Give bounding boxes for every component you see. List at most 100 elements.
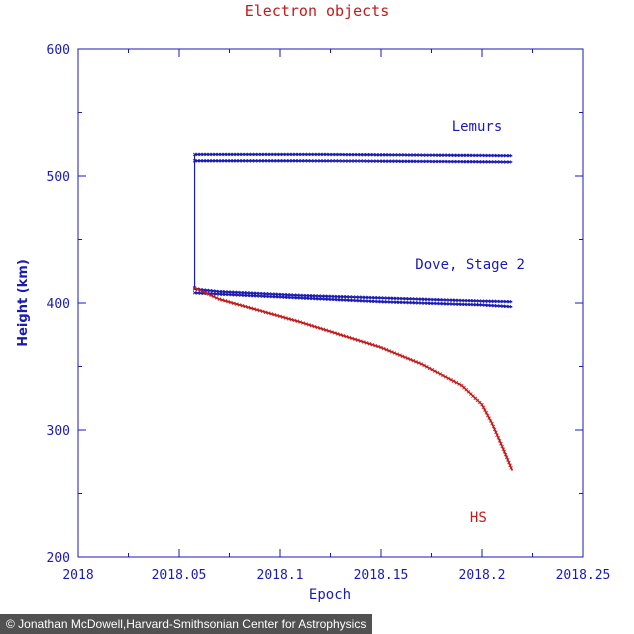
data-point-hs: [304, 322, 308, 326]
data-point-lemurs-upper: [489, 153, 493, 158]
data-point-lemurs-upper: [464, 153, 469, 158]
data-point-lemurs-lower: [253, 159, 257, 163]
data-point-lemurs-lower: [192, 159, 197, 163]
data-point-dove-stage-2-b: [226, 292, 231, 297]
data-point-lemurs-upper: [256, 152, 260, 157]
data-point-hs: [327, 329, 331, 333]
data-point-hs: [312, 324, 317, 329]
data-point-lemurs-lower: [265, 159, 270, 163]
data-point-hs: [446, 376, 451, 381]
data-point-hs: [487, 416, 491, 420]
data-point-hs: [501, 447, 506, 451]
data-point-lemurs-lower: [458, 159, 462, 164]
data-point-lemurs-lower: [396, 159, 400, 163]
data-point-hs: [281, 315, 285, 319]
data-point-dove-stage-2-b: [363, 299, 368, 303]
data-point-lemurs-upper: [222, 152, 227, 157]
data-point-dove-stage-2-a: [504, 299, 508, 304]
data-point-hs: [347, 335, 352, 340]
data-point-dove-stage-2-b: [416, 301, 421, 305]
data-point-lemurs-lower: [272, 159, 276, 163]
data-point-hs: [315, 325, 320, 330]
data-point-dove-stage-2-a: [438, 298, 442, 302]
data-point-hs: [195, 287, 200, 291]
data-point-lemurs-upper: [281, 152, 285, 157]
series-line-hs: [194, 287, 514, 471]
annotation-hs: HS: [469, 509, 487, 526]
data-point-hs: [370, 342, 375, 347]
data-point-hs: [318, 326, 323, 331]
data-point-dove-stage-2-a: [348, 295, 352, 299]
data-point-lemurs-lower: [231, 159, 236, 163]
data-point-dove-stage-2-a: [419, 297, 424, 301]
data-point-dove-stage-2-a: [444, 298, 449, 302]
data-point-dove-stage-2-a: [360, 295, 365, 300]
data-point-dove-stage-2-b: [236, 293, 240, 297]
data-point-lemurs-lower: [219, 159, 224, 163]
data-point-lemurs-upper: [346, 152, 351, 157]
data-point-hs: [307, 323, 311, 327]
data-point-lemurs-lower: [411, 159, 416, 164]
data-point-hs: [411, 358, 416, 363]
data-point-hs: [246, 305, 251, 310]
data-point-dove-stage-2-b: [388, 300, 393, 304]
data-point-lemurs-upper: [306, 152, 310, 157]
data-point-dove-stage-2-a: [422, 297, 427, 302]
data-point-lemurs-lower: [359, 159, 363, 163]
data-point-lemurs-lower: [324, 159, 329, 163]
data-point-lemurs-upper: [433, 153, 438, 157]
x-tick-label: 2018: [62, 568, 93, 583]
data-point-dove-stage-2-b: [394, 300, 399, 304]
data-point-dove-stage-2-b: [438, 301, 442, 306]
data-point-dove-stage-2-a: [354, 295, 358, 299]
data-point-lemurs-upper: [253, 152, 257, 157]
data-point-lemurs-upper: [234, 152, 239, 157]
series-line-dove-stage-2-b: [194, 292, 513, 308]
credit-caption: © Jonathan McDowell,Harvard-Smithsonian …: [0, 614, 634, 634]
data-point-dove-stage-2-a: [483, 299, 487, 303]
x-tick-label: 2018.15: [354, 568, 409, 583]
data-point-hs: [255, 308, 259, 312]
data-point-dove-stage-2-a: [341, 294, 346, 299]
data-point-hs: [381, 346, 386, 351]
data-point-dove-stage-2-a: [320, 294, 324, 298]
data-point-lemurs-upper: [324, 152, 329, 157]
data-point-dove-stage-2-a: [351, 295, 355, 299]
data-point-hs: [406, 356, 410, 361]
data-point-lemurs-lower: [237, 159, 242, 163]
data-point-dove-stage-2-a: [254, 291, 259, 296]
data-point-dove-stage-2-b: [425, 301, 430, 305]
data-point-dove-stage-2-b: [492, 303, 496, 308]
data-point-lemurs-upper: [259, 152, 264, 157]
data-point-hs: [490, 421, 494, 426]
data-point-dove-stage-2-b: [192, 291, 197, 295]
data-point-lemurs-upper: [198, 152, 203, 157]
data-point-hs: [422, 363, 426, 368]
data-point-dove-stage-2-b: [468, 302, 473, 307]
data-point-hs: [484, 411, 489, 415]
data-point-dove-stage-2-a: [338, 294, 343, 299]
data-point-lemurs-lower: [225, 159, 230, 163]
data-point-lemurs-lower: [331, 159, 335, 163]
data-point-dove-stage-2-a: [474, 299, 478, 303]
x-tick-label: 2018.1: [257, 568, 304, 583]
data-point-dove-stage-2-b: [504, 304, 508, 309]
data-point-lemurs-lower: [300, 159, 304, 163]
data-point-hs: [414, 360, 418, 364]
data-point-lemurs-lower: [293, 159, 298, 163]
data-point-lemurs-upper: [480, 153, 484, 158]
data-point-dove-stage-2-a: [236, 290, 240, 295]
data-point-lemurs-lower: [240, 159, 245, 163]
data-point-dove-stage-2-b: [335, 297, 340, 302]
data-point-dove-stage-2-b: [230, 292, 234, 297]
data-point-lemurs-upper: [287, 152, 292, 157]
data-point-dove-stage-2-b: [474, 302, 478, 307]
data-point-dove-stage-2-a: [447, 298, 452, 302]
data-point-dove-stage-2-a: [388, 296, 393, 300]
data-point-lemurs-upper: [418, 153, 422, 157]
data-point-hs: [509, 466, 513, 470]
data-point-dove-stage-2-a: [462, 298, 467, 303]
data-point-hs: [298, 320, 302, 324]
data-point-lemurs-lower: [228, 159, 233, 163]
data-point-dove-stage-2-a: [323, 294, 327, 298]
